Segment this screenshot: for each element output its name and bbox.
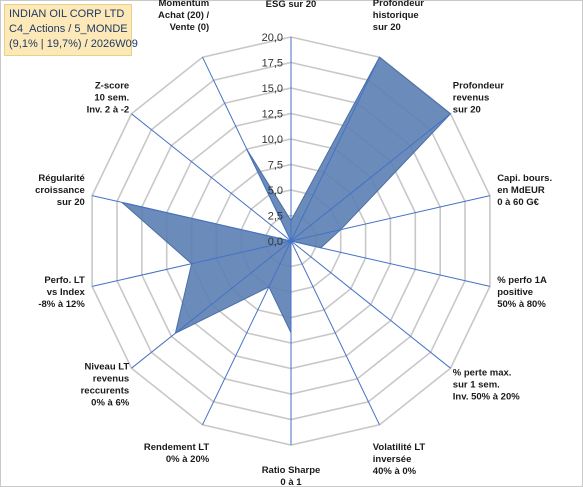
axis-label-line: croissance <box>35 185 85 196</box>
tick-label: 17,5 <box>262 58 283 70</box>
axis-label-line: % perfo 1A <box>497 275 547 286</box>
tick-label: 12,5 <box>262 109 283 121</box>
axis-label-line: 0 à 60 G€ <box>497 197 539 208</box>
axis-label-line: en MdEUR <box>497 185 545 196</box>
axis-label: Z-score 10 sem. Inv. 2 à -2 <box>87 81 130 116</box>
axis-label-line: historique <box>373 10 419 21</box>
axis-label-line: 0% à 6% <box>91 397 130 408</box>
axis-label: NoteESG sur 20 <box>266 0 317 10</box>
axis-label-line: Régularité <box>38 173 84 184</box>
tick-label: 10,0 <box>262 134 283 146</box>
axis-spoke <box>91 195 292 242</box>
axis-label-line: sur 20 <box>453 105 481 116</box>
axis-spoke <box>290 195 491 242</box>
axis-label-line: Capi. bours. <box>497 173 552 184</box>
axis-label-line: revenus <box>93 373 129 384</box>
axis-label-line: Profondeur <box>373 0 424 9</box>
axis-label-line: sur 1 sem. <box>453 379 500 390</box>
company-name: INDIAN OIL CORP LTD <box>9 8 125 20</box>
axis-label-line: ESG sur 20 <box>266 0 317 10</box>
axis-spoke <box>290 113 451 242</box>
axis-label-line: Niveau LT <box>84 361 129 372</box>
axis-label: Capi. bours. en MdEUR 0 à 60 G€ <box>497 173 552 208</box>
axis-spoke <box>202 240 292 426</box>
axis-label-line: 0% à 20% <box>166 454 210 465</box>
axis-label-line: Achat (20) / <box>158 10 210 21</box>
axis-spoke <box>290 56 380 242</box>
axis-label: Niveau LT revenus reccurents 0% à 6% <box>81 361 130 408</box>
axis-label: Ratio Sharpe 0 à 1 <box>262 465 321 487</box>
axis-label-line: positive <box>497 287 533 298</box>
axis-spoke <box>290 240 380 426</box>
axis-label: Régularité croissance sur 20 <box>35 173 85 208</box>
axis-label: % perfo 1A positive 50% à 80% <box>497 275 547 310</box>
axis-label: Profondeur revenus sur 20 <box>453 81 504 116</box>
axis-label-line: -8% à 12% <box>38 299 85 310</box>
axis-label-line: % perte max. <box>453 367 512 378</box>
axis-label-line: reccurents <box>81 385 130 396</box>
axis-label-line: inversée <box>373 454 412 465</box>
axis-label: % perte max. sur 1 sem. Inv. 50% à 20% <box>453 367 520 402</box>
axis-spoke <box>290 240 451 369</box>
axis-spoke <box>290 240 491 287</box>
axis-label-line: Inv. 2 à -2 <box>87 105 130 116</box>
info-box: INDIAN OIL CORP LTD C4_Actions / 5_MONDE… <box>4 4 138 56</box>
axis-label: Perfo. LT vs Index -8% à 12% <box>38 275 85 310</box>
axis-label-line: Rendement LT <box>144 442 209 453</box>
axis-label-line: Perfo. LT <box>44 275 85 286</box>
axis-label-line: Volatilité LT <box>373 442 426 453</box>
axis-label: Momentum Achat (20) / Vente (0) <box>158 0 210 33</box>
axis-label-line: sur 20 <box>57 197 85 208</box>
axis-label-line: 40% à 0% <box>373 466 417 477</box>
tick-label: 15,0 <box>262 83 283 95</box>
axis-label-line: Inv. 50% à 20% <box>453 391 520 402</box>
axis-label: Rendement LT 0% à 20% <box>144 442 210 465</box>
tick-label: 20,0 <box>262 32 283 44</box>
axis-label-line: Momentum <box>159 0 210 9</box>
axis-label: Profondeur historique sur 20 <box>373 0 424 33</box>
axis-spoke <box>131 113 292 242</box>
axis-spoke <box>91 240 292 287</box>
axis-label-line: Ratio Sharpe <box>262 465 321 476</box>
axis-label-line: Vente (0) <box>170 22 210 33</box>
axis-label-line: sur 20 <box>373 22 401 33</box>
axis-label: Volatilité LT inversée 40% à 0% <box>373 442 426 477</box>
axis-label-line: revenus <box>453 93 489 104</box>
axis-spoke <box>131 240 292 369</box>
tick-label: 0,0 <box>268 236 283 248</box>
axis-label-line: 10 sem. <box>94 93 129 104</box>
axis-label-line: 0 à 1 <box>280 477 302 487</box>
stats-label: (9,1% | 19,7%) / 2026W09 <box>9 38 138 50</box>
axis-label-line: Z-score <box>95 81 129 92</box>
axis-label-line: Profondeur <box>453 81 504 92</box>
tick-label: 7,5 <box>268 160 283 172</box>
portfolio-label: C4_Actions / 5_MONDE <box>9 23 128 35</box>
tick-label: 2,5 <box>268 211 283 223</box>
axis-spoke <box>202 56 292 242</box>
axis-label-line: 50% à 80% <box>497 299 546 310</box>
axis-label-line: vs Index <box>47 287 86 298</box>
tick-label: 5,0 <box>268 185 283 197</box>
data-series-area <box>121 56 452 335</box>
